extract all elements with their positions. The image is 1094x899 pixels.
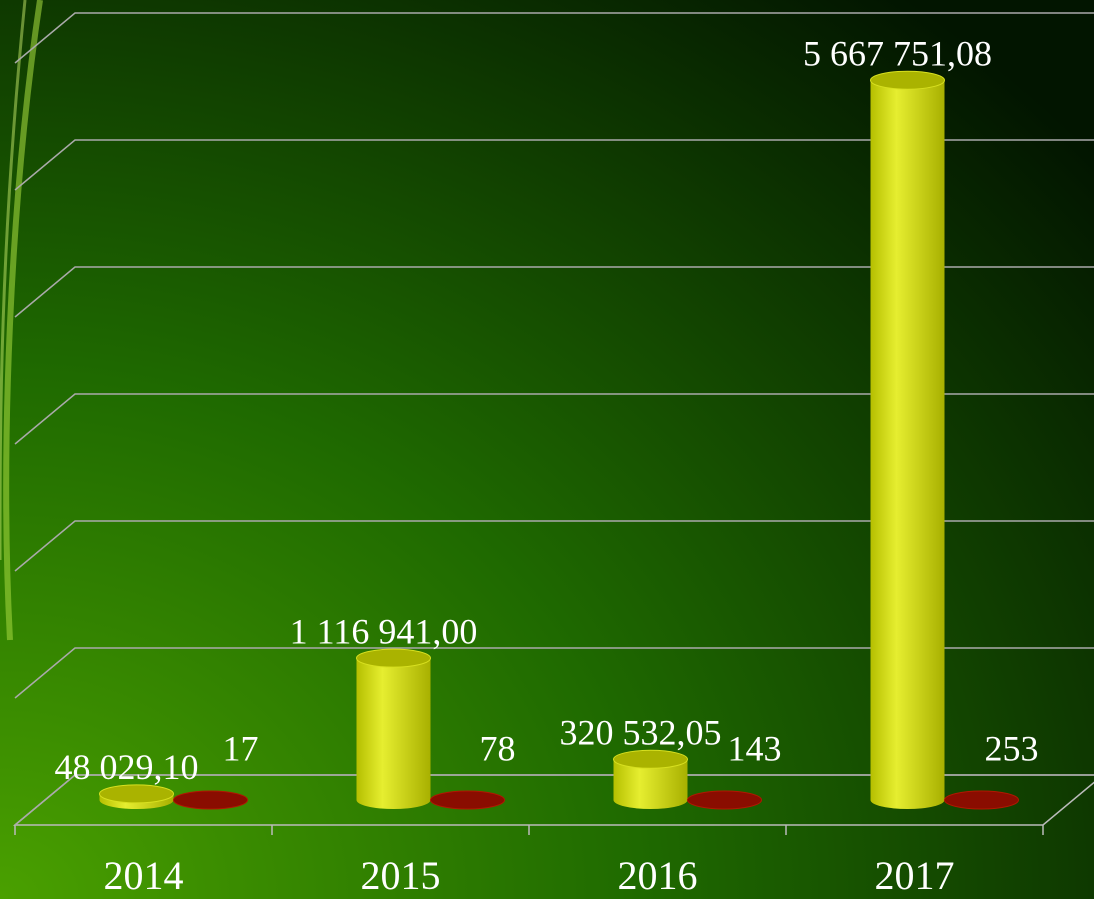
value-label: 143 [728,728,782,768]
value-label: 5 667 751,08 [803,33,992,73]
grid-line [14,266,1094,318]
bar [870,80,945,810]
value-label: 253 [985,728,1039,768]
value-label: 320 532,05 [560,713,722,753]
bar-top [870,70,945,90]
decor-curve [3,0,43,641]
x-tick-label: 2015 [361,853,441,898]
grid-line [14,139,1094,191]
grid-line [14,647,1094,699]
bar-top [356,648,431,668]
grid-line [14,774,1094,826]
bar [356,658,431,810]
x-tick-label: 2016 [618,853,698,898]
value-label: 78 [480,728,516,768]
grid-line [14,520,1094,572]
decor-curve [0,0,27,561]
grid-line [14,12,1094,64]
bar-top [99,784,174,804]
grid-line [14,393,1094,445]
bar-top [613,749,688,769]
value-label: 17 [223,728,259,768]
bar-top [944,790,1019,810]
x-tick-label: 2014 [104,853,184,898]
bar-top [173,790,248,810]
bar-top [430,790,505,810]
value-label: 1 116 941,00 [290,611,478,651]
x-tick-label: 2017 [875,853,955,898]
value-label: 48 029,10 [55,747,199,787]
bar [613,759,688,810]
bar-top [687,790,762,810]
